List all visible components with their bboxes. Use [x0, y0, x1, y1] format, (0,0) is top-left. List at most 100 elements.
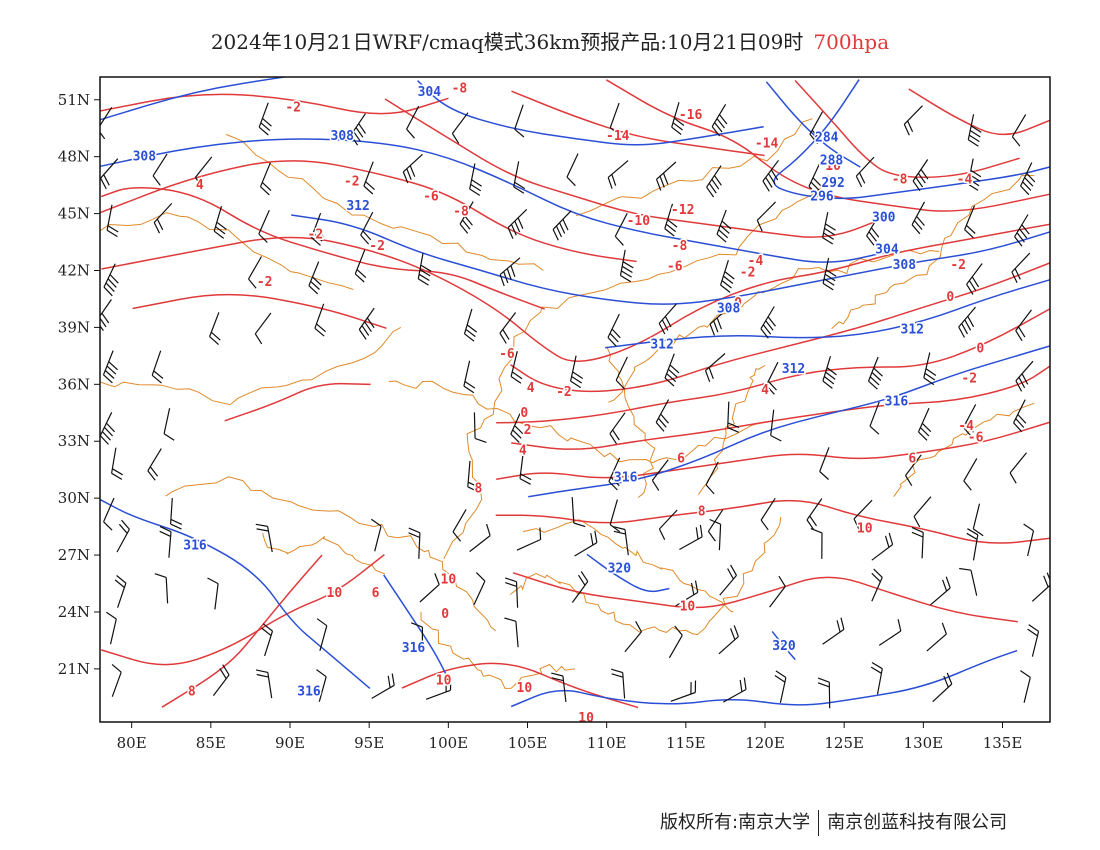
wind-barb — [419, 573, 440, 603]
wind-barb — [609, 102, 620, 136]
temperature-contour-line — [100, 160, 637, 263]
map-plot-area: -2 -8 -16 -14 -14 10 -8 -4 4 -2 -6 -8 -12 -10 -2 -2 -8 -6… — [100, 77, 1050, 722]
wind-barb — [514, 104, 525, 138]
wind-barb — [551, 672, 567, 702]
height-label: 316 — [183, 539, 207, 554]
wind-barb — [499, 257, 521, 287]
wind-barb — [213, 206, 227, 239]
height-label: 320 — [608, 561, 632, 576]
wind-barb — [912, 159, 929, 192]
wind-barb — [111, 447, 124, 480]
wind-barb — [358, 307, 375, 340]
wind-barb — [350, 113, 366, 146]
temperature-contour-line — [100, 187, 545, 310]
wind-barb — [670, 680, 697, 702]
x-tick-label: 85E — [196, 734, 226, 752]
y-tick-label: 45N — [58, 205, 90, 223]
wind-barb — [255, 669, 273, 699]
height-contour-line — [417, 80, 764, 146]
wind-barb — [967, 158, 982, 191]
wind-barb — [770, 409, 782, 442]
wind-barb — [254, 312, 272, 345]
temperature-contours — [100, 79, 1050, 709]
longitude-axis: 80E 85E 90E 95E 100E 105E 110E 115E 120E 125E 130E… — [117, 722, 1022, 752]
height-contour-line — [510, 649, 1018, 708]
wind-barb — [463, 308, 478, 342]
wind-barb — [1011, 252, 1031, 284]
height-label: 316 — [402, 641, 426, 656]
wind-barb — [410, 622, 423, 654]
wind-barb — [871, 532, 894, 561]
province-borders — [100, 118, 1035, 689]
province-border-line — [388, 380, 766, 464]
wind-barb — [718, 625, 739, 655]
wind-barb — [314, 303, 326, 337]
wind-barb — [930, 576, 951, 606]
temperature-label: -8 — [452, 81, 468, 96]
wind-barb — [194, 156, 213, 188]
wind-barb — [966, 263, 983, 295]
temperature-contour-line — [512, 572, 1018, 623]
wind-barb — [519, 452, 532, 485]
wind-barb — [765, 361, 779, 395]
wind-barb — [1013, 399, 1027, 433]
wind-barb — [310, 212, 325, 246]
wind-barb — [705, 461, 719, 495]
wind-barb — [609, 499, 621, 533]
height-label: 296 — [810, 190, 834, 205]
wind-barb — [962, 404, 977, 437]
province-border-line — [575, 118, 813, 217]
wind-barb — [100, 158, 119, 190]
temperature-contour-line — [496, 421, 1050, 481]
wind-barb — [624, 621, 643, 653]
temperature-label: -16 — [679, 108, 703, 123]
temperature-contour-line — [495, 499, 1050, 544]
temperature-contour-line — [161, 554, 323, 708]
wind-barb — [170, 498, 183, 530]
temperature-label: 2 — [524, 423, 532, 438]
height-label: 288 — [820, 153, 844, 168]
temperature-label: 10 — [436, 673, 452, 688]
province-border-line — [443, 175, 829, 560]
height-label: 308 — [331, 129, 355, 144]
wind-barb — [1014, 214, 1030, 247]
wind-barb — [756, 201, 777, 232]
wind-barb — [408, 527, 421, 559]
temperature-label: -6 — [667, 260, 683, 275]
wind-barb — [354, 249, 367, 283]
wind-barb — [932, 672, 953, 703]
wind-barb — [822, 617, 845, 645]
temperature-label: 10 — [680, 599, 696, 614]
temperature-label: -2 — [344, 174, 360, 189]
temperature-contour-line — [100, 554, 385, 666]
wind-barb — [964, 205, 976, 239]
wind-barb — [574, 530, 598, 557]
temperature-label: -2 — [961, 372, 977, 387]
wind-barb — [762, 159, 779, 192]
latitude-axis: 51N 48N 45N 42N 39N 36N 33N 30N 27N 24N 21N — [58, 91, 100, 678]
temperature-label: 10 — [441, 573, 457, 588]
province-border-line — [100, 212, 354, 290]
temperature-label: 10 — [517, 681, 533, 696]
wind-barb — [469, 523, 491, 553]
temperature-label: 6 — [677, 451, 685, 466]
wind-barb — [516, 527, 542, 551]
province-border-line — [509, 517, 782, 636]
x-tick-label: 115E — [666, 734, 706, 752]
wind-barb — [1011, 114, 1027, 147]
height-label: 308 — [893, 258, 917, 273]
height-contour-line — [773, 79, 1050, 200]
wind-barb — [720, 260, 735, 293]
wind-barb — [619, 249, 634, 283]
wind-barb — [967, 114, 982, 147]
temperature-label: 10 — [857, 522, 873, 537]
y-tick-label: 48N — [58, 148, 90, 166]
y-tick-label: 51N — [58, 91, 90, 109]
x-tick-label: 110E — [587, 734, 627, 752]
contour-labels: -2 -8 -16 -14 -14 10 -8 -4 4 -2 -6 -8 -12 -10 -2 -2 -8 -6… — [131, 80, 986, 722]
temperature-label: -14 — [606, 129, 630, 144]
temperature-contour-line — [511, 365, 1050, 450]
wind-barb — [760, 497, 776, 531]
wind-barb — [510, 351, 523, 384]
